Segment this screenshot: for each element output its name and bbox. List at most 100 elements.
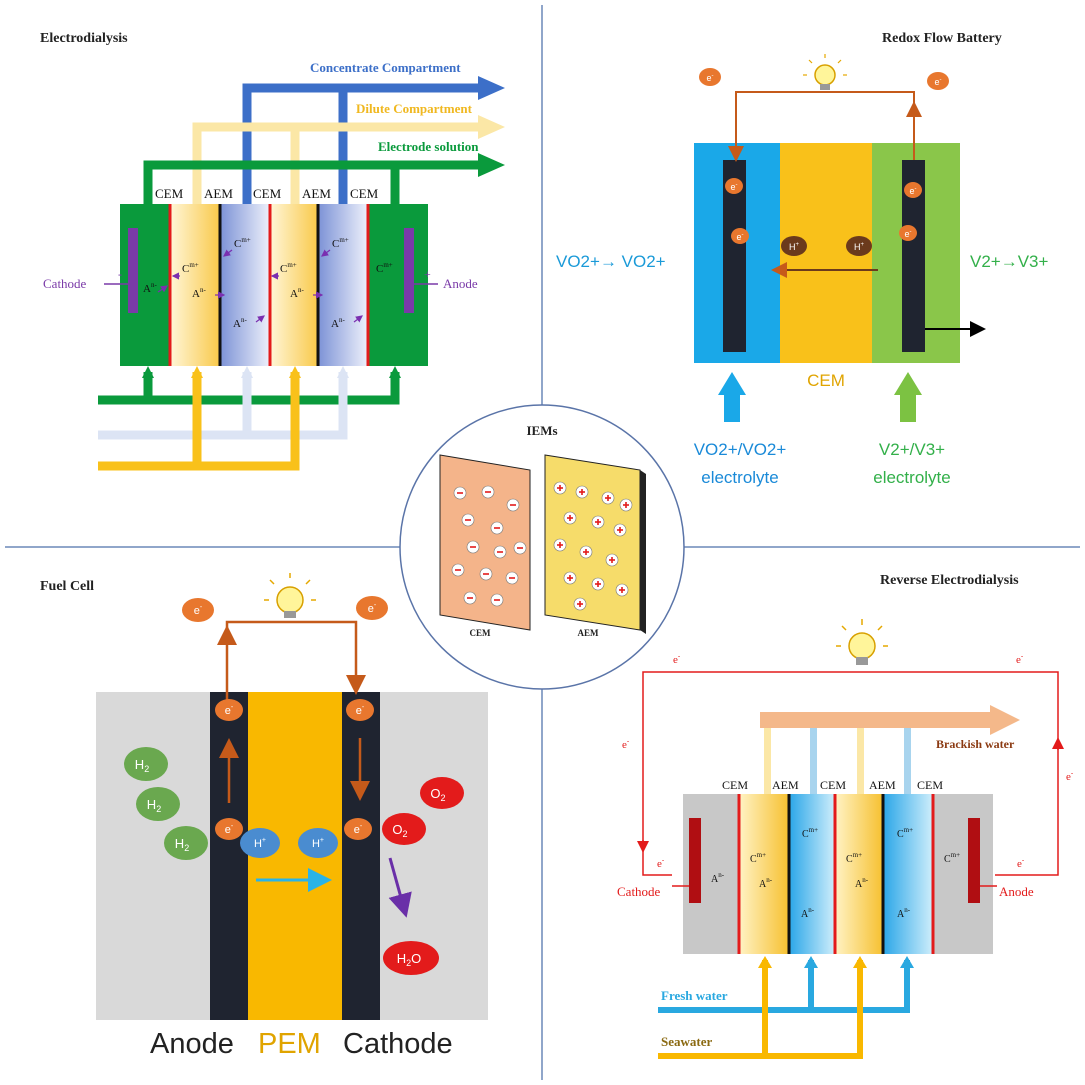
red-anode-label: Anode bbox=[999, 884, 1034, 899]
brackish-outlet-pipe bbox=[760, 712, 994, 728]
svg-text:H+: H+ bbox=[854, 242, 865, 252]
svg-text:e-: e- bbox=[904, 229, 911, 239]
svg-text:CEM: CEM bbox=[155, 186, 184, 201]
svg-text:An-: An- bbox=[711, 871, 725, 885]
cem-sheet-label: CEM bbox=[470, 628, 492, 638]
fb-bulb-icon bbox=[803, 54, 847, 90]
svg-text:O2: O2 bbox=[392, 822, 407, 839]
svg-text:e-: e- bbox=[1066, 769, 1074, 783]
electrode-arrowhead bbox=[478, 153, 505, 177]
red-cathode-electrode bbox=[689, 818, 701, 903]
svg-text:e-: e- bbox=[368, 602, 377, 615]
aem-fixed-charges bbox=[553, 481, 633, 611]
cem-sheet bbox=[439, 454, 531, 631]
seawater-label: Seawater bbox=[661, 1034, 712, 1049]
flow-battery-title: Redox Flow Battery bbox=[882, 31, 1002, 46]
fb-external-circuit bbox=[728, 91, 915, 162]
svg-text:e-: e- bbox=[356, 704, 365, 717]
svg-text:Cm+: Cm+ bbox=[802, 826, 818, 840]
svg-text:AEM: AEM bbox=[869, 778, 896, 792]
fc-pem-label: PEM bbox=[258, 1028, 321, 1060]
ed-membrane-labels: CEM AEM CEM AEM CEM bbox=[155, 186, 379, 201]
fb-left-inlet-arrow bbox=[718, 372, 746, 422]
svg-text:An-: An- bbox=[759, 876, 773, 890]
svg-text:H+: H+ bbox=[312, 837, 324, 850]
svg-text:e-: e- bbox=[225, 704, 234, 717]
red-anode-electrode bbox=[968, 818, 980, 903]
seawater-inlet bbox=[658, 960, 863, 1059]
red-membrane-labels: CEM AEM CEM AEM CEM bbox=[722, 778, 943, 792]
svg-text:H+: H+ bbox=[789, 242, 800, 252]
flow-battery-panel: Redox Flow Battery e- e- e- e- e- e- H+ … bbox=[556, 31, 1049, 487]
svg-text:H2: H2 bbox=[147, 797, 161, 814]
dilute-outlet-pipe bbox=[192, 122, 480, 205]
svg-text:O2: O2 bbox=[430, 786, 445, 803]
electrode-label: Electrode solution bbox=[378, 139, 479, 154]
fc-particles: e- e- e- e- e- e- H+ H+ bbox=[182, 596, 388, 858]
dilute-label: Dilute Compartment bbox=[356, 101, 473, 116]
concentrate-label: Concentrate Compartment bbox=[310, 60, 461, 75]
svg-text:Cm+: Cm+ bbox=[182, 261, 199, 275]
svg-text:AEM: AEM bbox=[772, 778, 799, 792]
electrode-outlet-pipe bbox=[143, 160, 480, 205]
svg-text:Cm+: Cm+ bbox=[376, 261, 393, 275]
iems-title: IEMs bbox=[526, 423, 557, 438]
svg-text:e-: e- bbox=[736, 232, 743, 242]
red-panel: Reverse Electrodialysis e- e- e- e- e- e… bbox=[617, 573, 1074, 1059]
svg-text:e-: e- bbox=[934, 77, 941, 87]
svg-text:e-: e- bbox=[909, 186, 916, 196]
iems-panel: IEMs CEM AEM bbox=[399, 404, 685, 690]
ed-ion-arrows bbox=[157, 249, 363, 323]
fb-left-electrode bbox=[723, 160, 746, 352]
svg-text:electrolyte: electrolyte bbox=[873, 468, 950, 487]
svg-text:An-: An- bbox=[290, 286, 304, 300]
svg-text:e-: e- bbox=[622, 737, 630, 751]
svg-text:Cm+: Cm+ bbox=[846, 851, 862, 865]
svg-text:e-: e- bbox=[194, 604, 203, 617]
cathode-electrode bbox=[128, 228, 138, 313]
svg-text:e-: e- bbox=[225, 823, 234, 836]
svg-text:CEM: CEM bbox=[917, 778, 943, 792]
svg-text:CEM: CEM bbox=[820, 778, 846, 792]
ed-plus-sign: + bbox=[424, 267, 431, 281]
svg-text:An-: An- bbox=[897, 906, 911, 920]
red-ions: Cm+ Cm+ Cm+ Cm+ Cm+ An- An- An- An- An- bbox=[711, 826, 960, 920]
svg-text:An-: An- bbox=[801, 906, 815, 920]
fc-water-arrow bbox=[388, 857, 412, 918]
fb-right-electrode bbox=[902, 160, 925, 352]
fb-left-electrolyte: VO2+/VO2+ bbox=[694, 440, 787, 459]
svg-text:e-: e- bbox=[1016, 652, 1024, 666]
red-title: Reverse Electrodialysis bbox=[880, 573, 1019, 588]
red-cathode-label: Cathode bbox=[617, 884, 661, 899]
svg-text:AEM: AEM bbox=[204, 186, 233, 201]
fresh-water-inlet bbox=[658, 960, 910, 1013]
fc-cathode-label: Cathode bbox=[343, 1028, 453, 1060]
electrodialysis-title: Electrodialysis bbox=[40, 31, 128, 46]
svg-text:Cm+: Cm+ bbox=[332, 236, 349, 250]
svg-text:e-: e- bbox=[706, 73, 713, 83]
svg-text:electrolyte: electrolyte bbox=[701, 468, 778, 487]
fc-anode-electrode bbox=[210, 692, 248, 1020]
svg-text:Cm+: Cm+ bbox=[280, 261, 297, 275]
svg-text:e-: e- bbox=[673, 652, 681, 666]
aem-sheet-label: AEM bbox=[578, 628, 600, 638]
fresh-water-label: Fresh water bbox=[661, 988, 728, 1003]
fc-gases: H2 H2 H2 O2 O2 H2O bbox=[124, 747, 464, 975]
ed-concentrate-inlet bbox=[98, 372, 348, 440]
fb-left-reaction: VO2+→ VO2+ bbox=[556, 252, 666, 271]
ed-cathode-label: Cathode bbox=[43, 276, 87, 291]
svg-text:CEM: CEM bbox=[350, 186, 379, 201]
svg-text:H2O: H2O bbox=[397, 951, 422, 968]
svg-text:e-: e- bbox=[1017, 856, 1025, 870]
fb-right-reaction: V2+→V3+ bbox=[970, 252, 1049, 271]
svg-text:An-: An- bbox=[233, 316, 247, 330]
svg-text:e-: e- bbox=[354, 823, 363, 836]
svg-text:CEM: CEM bbox=[722, 778, 748, 792]
ed-anode-label: Anode bbox=[443, 276, 478, 291]
fb-right-electrolyte: V2+/V3+ bbox=[879, 440, 945, 459]
svg-text:H+: H+ bbox=[254, 837, 266, 850]
svg-text:Cm+: Cm+ bbox=[944, 851, 960, 865]
fc-anode-label: Anode bbox=[150, 1028, 234, 1060]
